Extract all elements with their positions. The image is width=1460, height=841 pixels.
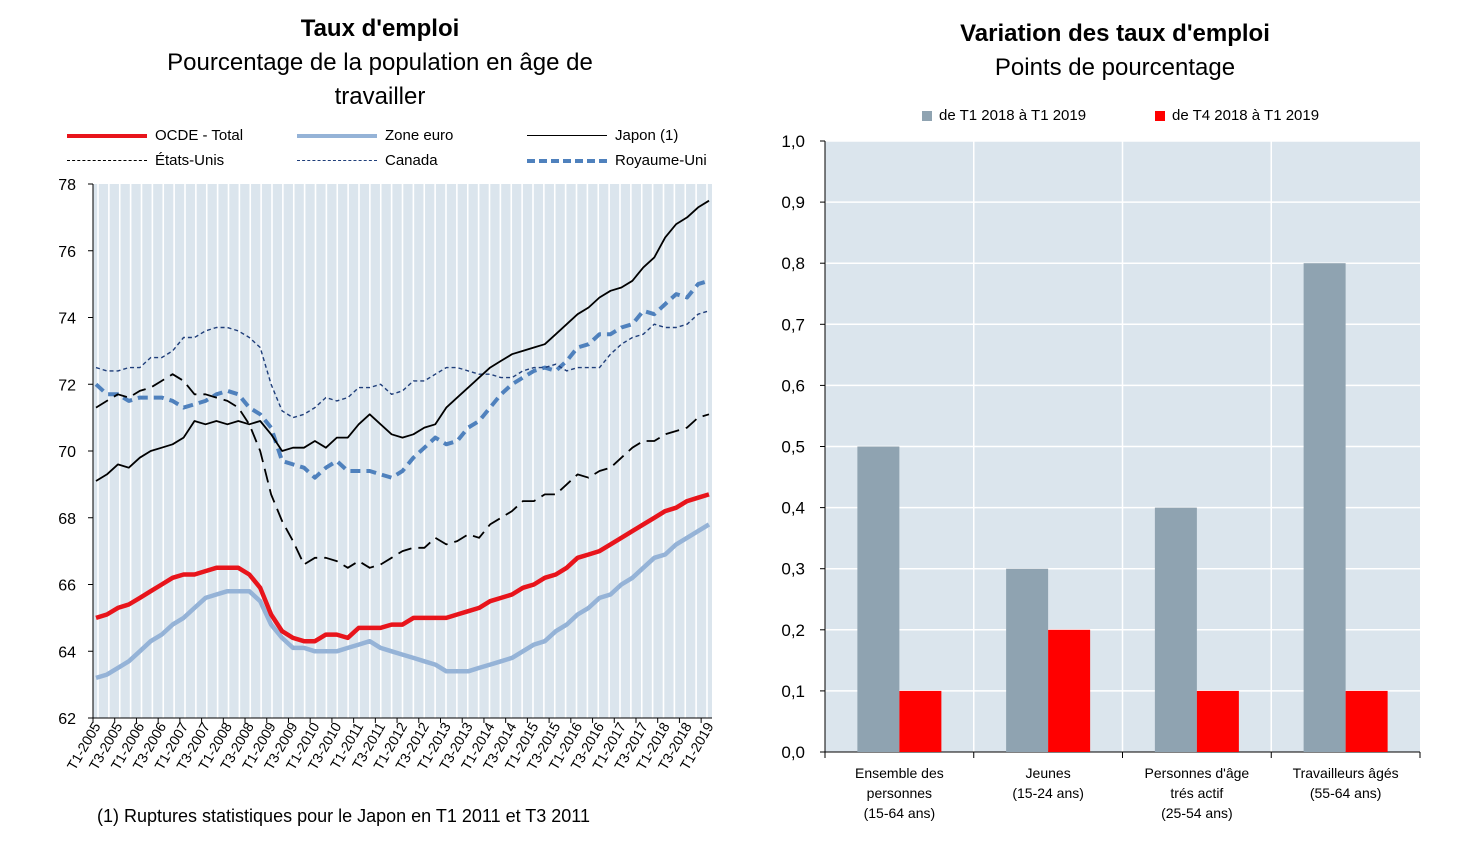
y-tick-label: 68 bbox=[58, 511, 76, 528]
series-line bbox=[95, 199, 710, 482]
category-label-line: trés actif bbox=[1170, 785, 1224, 801]
legend-item: Royaume-Uni bbox=[527, 152, 707, 169]
series-line bbox=[95, 373, 710, 569]
right-bar-chart: 0,0 0,1 0,2 0,3 0,4 0,5 0,6 0,7 0,8 0,9 1,0 bbox=[781, 132, 1421, 762]
series-line bbox=[95, 310, 710, 419]
legend-line-swatch bbox=[67, 133, 147, 138]
legend-item: de T1 2018 à T1 2019 bbox=[922, 107, 1086, 124]
legend-label: Japon (1) bbox=[615, 127, 679, 144]
right-chart-subtitle: Points de pourcentage bbox=[994, 54, 1236, 81]
category-label-line: (15-64 ans) bbox=[863, 805, 936, 821]
left-line-chart: 626466687072747678T1-2005T3-2005T1-2006T… bbox=[58, 177, 716, 773]
series-line bbox=[95, 522, 711, 681]
legend-item: Japon (1) bbox=[527, 127, 678, 144]
footnote: (1) Ruptures statistiques pour le Japon … bbox=[97, 806, 590, 826]
category-label-line: Jeunes bbox=[1025, 765, 1071, 781]
bar bbox=[1303, 263, 1346, 752]
y-tick-label: 78 bbox=[58, 177, 76, 194]
y-tick-label: 0,0 bbox=[781, 743, 805, 762]
category-label: Ensemble des personnes (15-64 ans) bbox=[824, 763, 974, 823]
y-tick-label: 62 bbox=[58, 711, 76, 728]
bar bbox=[899, 690, 942, 752]
category-label: Travailleurs âgés (55-64 ans) bbox=[1271, 763, 1421, 803]
legend-color-swatch bbox=[1155, 110, 1165, 121]
y-tick-label: 0,4 bbox=[781, 499, 805, 518]
y-tick-label: 76 bbox=[58, 244, 76, 261]
legend-line-swatch bbox=[527, 158, 607, 163]
y-tick-label: 66 bbox=[58, 578, 76, 595]
legend-line-swatch bbox=[297, 160, 377, 161]
legend-label: Canada bbox=[385, 152, 438, 169]
right-chart-title: Variation des taux d'emploi bbox=[960, 20, 1270, 47]
legend-color-swatch bbox=[922, 110, 932, 121]
legend-label: Royaume-Uni bbox=[615, 152, 707, 169]
left-chart-subtitle-1: Pourcentage de la population en âge de bbox=[167, 49, 593, 76]
legend-line-swatch bbox=[297, 133, 377, 138]
category-label: Jeunes (15-24 ans) bbox=[973, 763, 1123, 803]
category-label-line: Travailleurs âgés bbox=[1292, 765, 1399, 781]
y-tick-label: 0,9 bbox=[781, 193, 805, 212]
legend-label: de T4 2018 à T1 2019 bbox=[1172, 107, 1320, 124]
bar bbox=[1345, 690, 1388, 752]
legend-label: États-Unis bbox=[155, 152, 225, 169]
y-tick-label: 70 bbox=[58, 444, 76, 461]
legend-item: États-Unis bbox=[67, 152, 224, 169]
bar bbox=[1196, 690, 1239, 752]
legend-line-swatch bbox=[67, 160, 147, 161]
y-tick-label: 0,5 bbox=[781, 438, 805, 457]
legend-item: de T4 2018 à T1 2019 bbox=[1155, 107, 1319, 124]
bar bbox=[1006, 568, 1049, 752]
y-tick-label: 0,6 bbox=[781, 376, 805, 395]
y-tick-label: 0,3 bbox=[781, 560, 805, 579]
y-tick-label: 0,2 bbox=[781, 621, 805, 640]
left-chart-subtitle-2: travailler bbox=[334, 83, 426, 110]
legend-label: Zone euro bbox=[385, 127, 454, 144]
category-label: Personnes d'âge trés actif (25-54 ans) bbox=[1122, 763, 1272, 823]
y-tick-label: 1,0 bbox=[781, 132, 805, 151]
category-label-line: (25-54 ans) bbox=[1161, 805, 1233, 821]
y-tick-label: 74 bbox=[58, 311, 76, 328]
series-line bbox=[94, 278, 710, 480]
category-label-line: Ensemble des bbox=[855, 765, 944, 781]
category-label-line: personnes bbox=[866, 785, 933, 801]
legend-label: OCDE - Total bbox=[155, 127, 244, 144]
bar bbox=[857, 446, 900, 752]
y-tick-label: 0,7 bbox=[781, 315, 805, 334]
bar bbox=[1048, 629, 1091, 752]
legend-item: OCDE - Total bbox=[67, 127, 243, 144]
y-tick-label: 0,8 bbox=[781, 254, 805, 273]
series-line bbox=[95, 492, 710, 644]
category-label-line: (15-24 ans) bbox=[1012, 785, 1084, 801]
category-label-line: Personnes d'âge bbox=[1144, 765, 1250, 781]
y-tick-label: 72 bbox=[58, 377, 76, 394]
legend-label: de T1 2018 à T1 2019 bbox=[939, 107, 1087, 124]
legend-item: Zone euro bbox=[297, 127, 453, 144]
category-label-line: (55-64 ans) bbox=[1309, 785, 1382, 801]
left-chart-title: Taux d'emploi bbox=[300, 15, 460, 42]
bar bbox=[1154, 507, 1197, 752]
y-tick-label: 0,1 bbox=[781, 682, 805, 701]
y-tick-label: 64 bbox=[58, 644, 76, 661]
legend-item: Canada bbox=[297, 152, 438, 169]
legend-line-swatch bbox=[527, 135, 607, 136]
